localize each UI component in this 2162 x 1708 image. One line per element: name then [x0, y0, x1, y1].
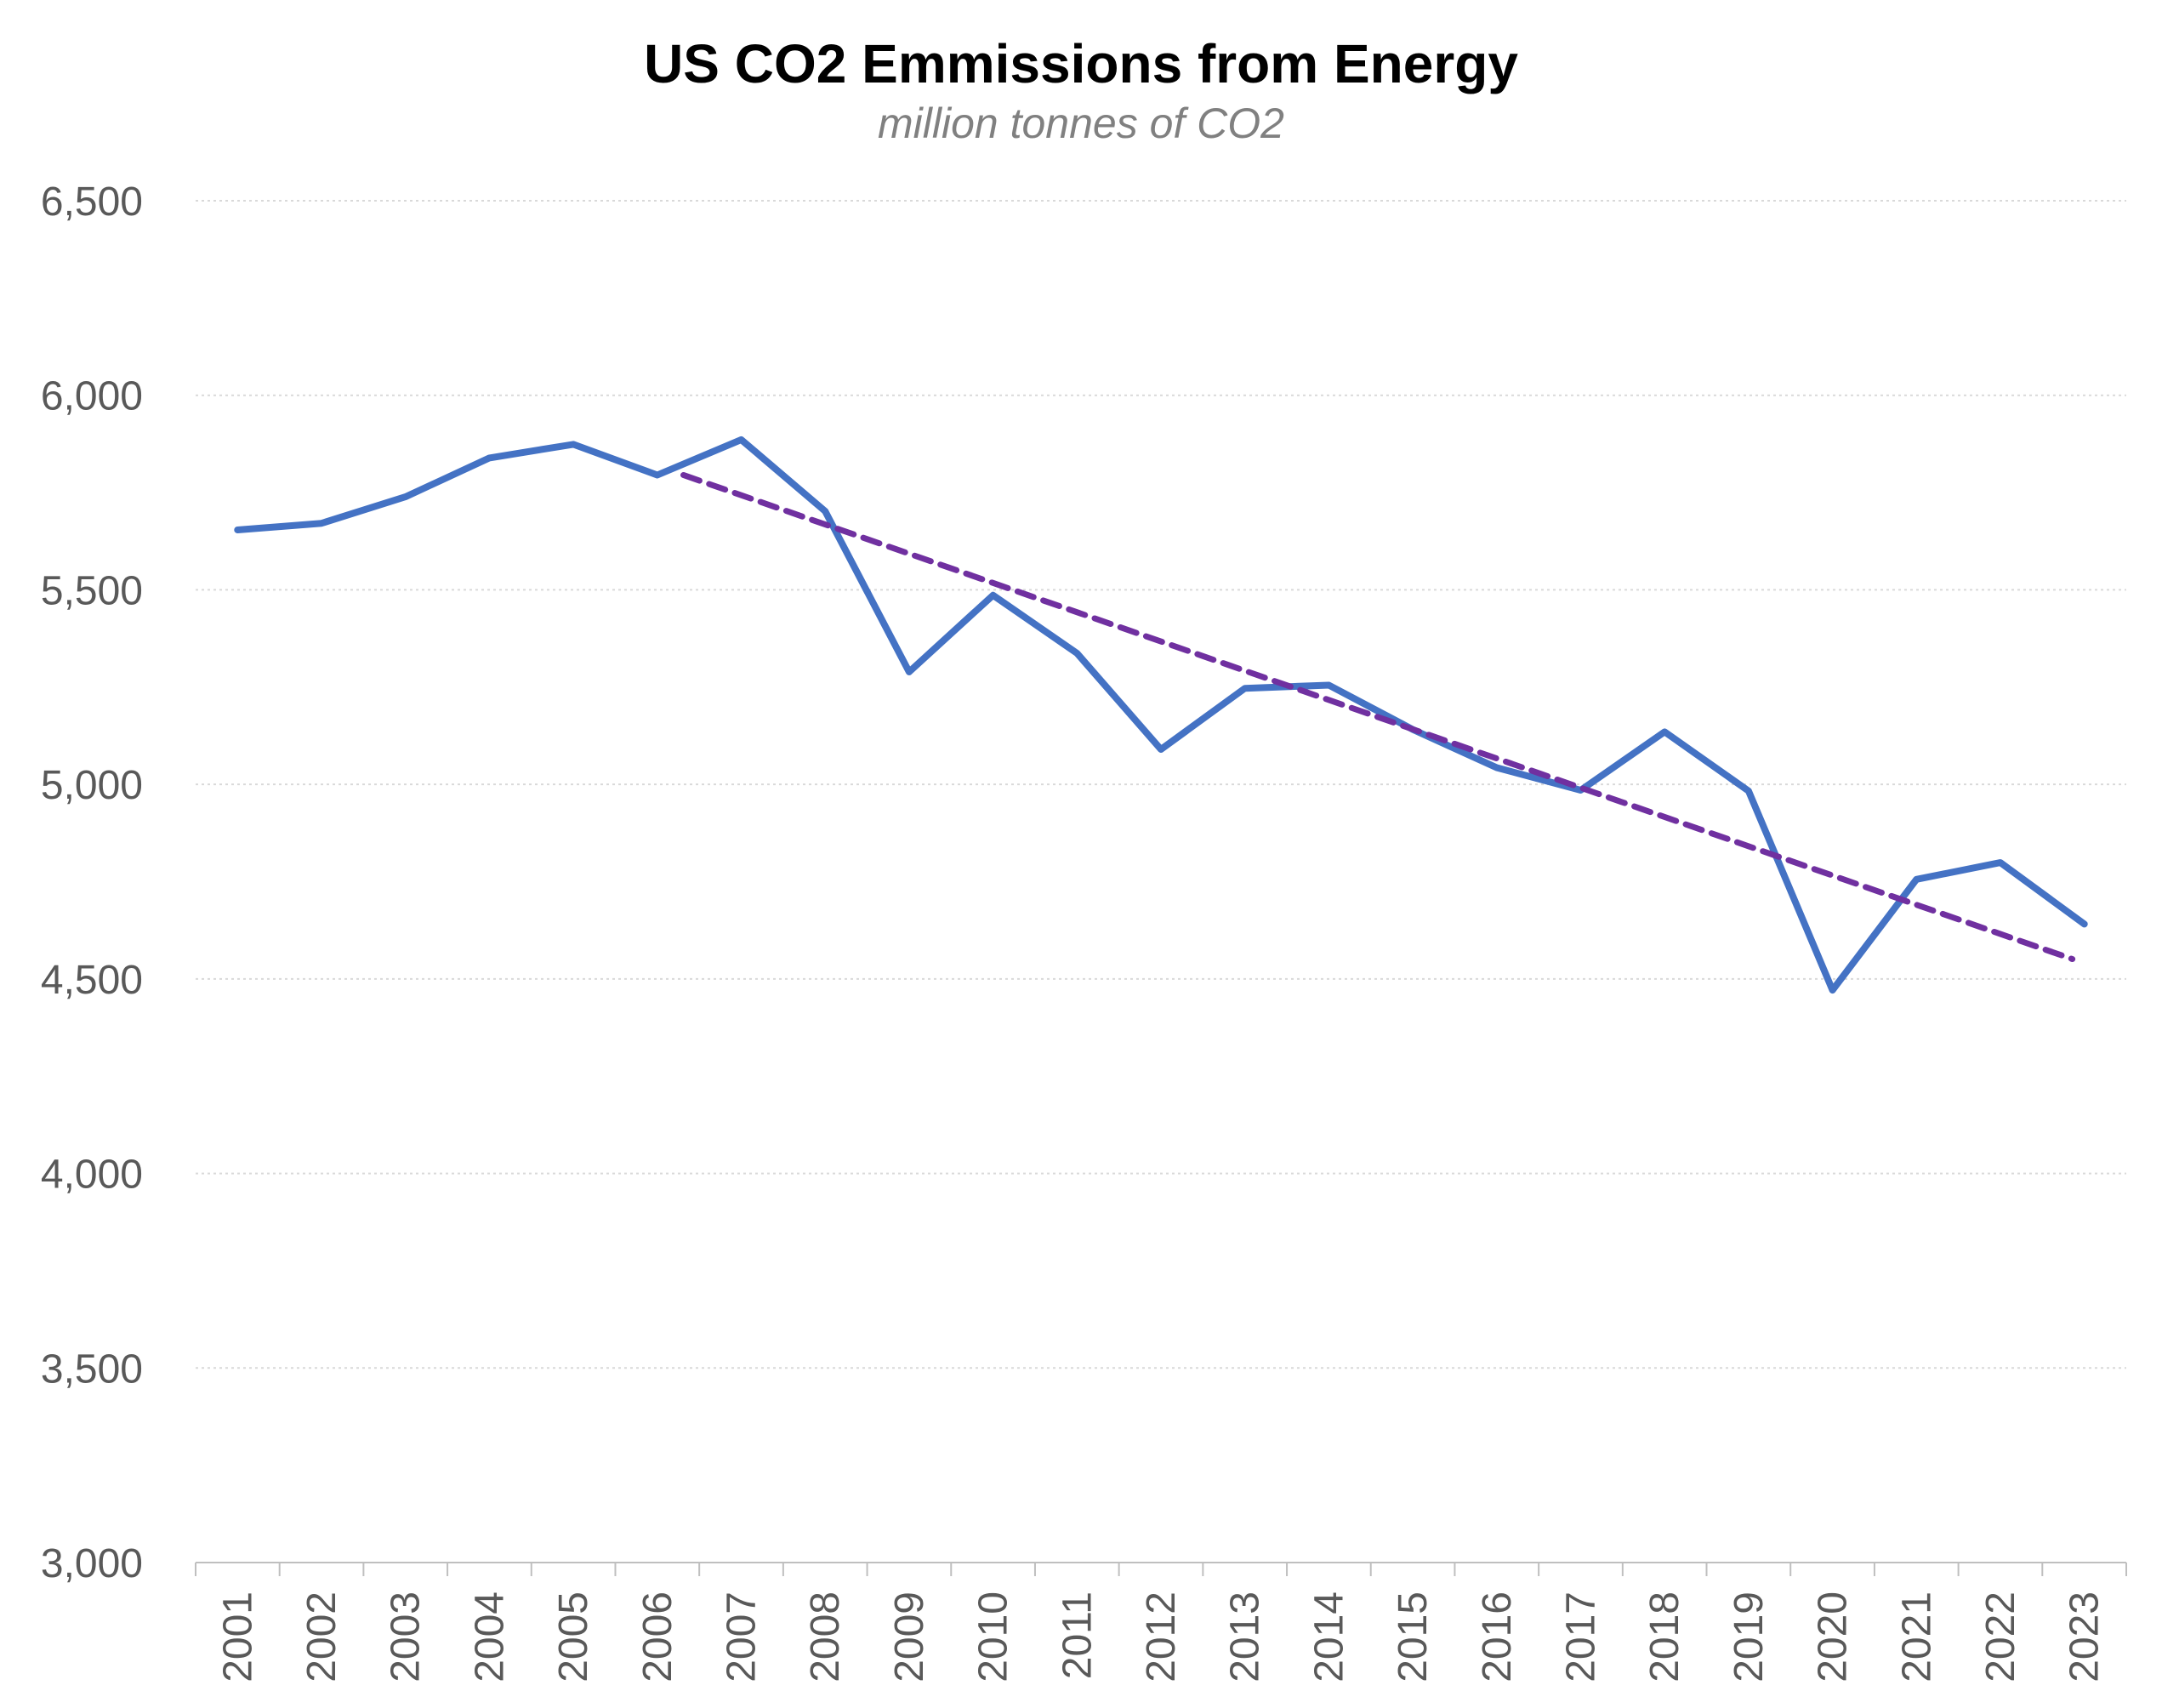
data-point	[235, 527, 241, 532]
data-point	[319, 521, 325, 527]
data-point	[738, 436, 744, 442]
series-line	[234, 436, 2088, 994]
trendline	[680, 471, 2076, 963]
y-tick-label: 3,000	[41, 1541, 143, 1586]
chart-subtitle: million tonnes of CO2	[877, 100, 1284, 147]
data-point	[906, 669, 912, 675]
y-tick-label: 3,500	[41, 1346, 143, 1392]
x-tick-label: 2020	[1811, 1591, 1856, 1682]
x-tick-label: 2018	[1642, 1591, 1687, 1682]
x-tick-label: 2007	[720, 1591, 765, 1682]
x-tick-label: 2013	[1223, 1591, 1268, 1682]
x-tick-label: 2010	[971, 1591, 1016, 1682]
data-point	[822, 509, 828, 515]
x-tick-label: 2015	[1391, 1591, 1436, 1682]
data-point	[2081, 921, 2087, 927]
x-tick-label: 2004	[467, 1591, 512, 1682]
x-tick-label: 2003	[384, 1591, 429, 1682]
x-tick-label: 2005	[551, 1591, 596, 1682]
data-point	[1493, 765, 1499, 771]
y-tick-label: 6,000	[41, 374, 143, 419]
x-tick-label: 2022	[1978, 1591, 2023, 1682]
gridlines	[196, 200, 2126, 1369]
data-point	[1074, 650, 1080, 656]
x-tick-label: 2002	[299, 1591, 344, 1682]
data-point	[1997, 860, 2003, 866]
y-tick-label: 4,500	[41, 958, 143, 1003]
x-tick-label: 2014	[1306, 1591, 1351, 1682]
x-tick-label: 2012	[1139, 1591, 1184, 1682]
data-point	[1914, 876, 1920, 882]
data-point	[990, 592, 996, 598]
x-tick-label: 2023	[2062, 1591, 2108, 1682]
x-tick-label: 2001	[215, 1591, 260, 1682]
data-point	[1326, 682, 1332, 688]
data-point	[1662, 729, 1668, 735]
x-tick-label: 2006	[635, 1591, 680, 1682]
y-tick-label: 5,000	[41, 763, 143, 808]
x-tick-label: 2009	[887, 1591, 932, 1682]
series	[234, 436, 2088, 994]
data-point	[1745, 788, 1751, 794]
x-tick-label: 2019	[1727, 1591, 1772, 1682]
x-tick-label: 2021	[1894, 1591, 1939, 1682]
x-tick-label: 2008	[803, 1591, 848, 1682]
x-tick-label: 2017	[1558, 1591, 1603, 1682]
data-point	[1242, 686, 1248, 692]
y-tick-label: 4,000	[41, 1153, 143, 1198]
data-point	[1158, 746, 1163, 752]
chart-title: US CO2 Emmissions from Energy	[644, 33, 1518, 94]
data-point	[486, 455, 492, 461]
data-point	[571, 441, 577, 447]
y-tick-label: 5,500	[41, 568, 143, 613]
data-point	[402, 494, 408, 500]
y-tick-label: 6,500	[41, 179, 143, 225]
x-tick-label: 2011	[1055, 1591, 1100, 1679]
data-point	[1829, 988, 1835, 993]
tick-labels: 3,000 3,500 4,000 4,500 5,000 5,500 6,000 6,500…	[41, 179, 2108, 1682]
data-point	[654, 472, 660, 478]
x-tick-label: 2016	[1475, 1591, 1520, 1682]
axes	[195, 1562, 2127, 1576]
